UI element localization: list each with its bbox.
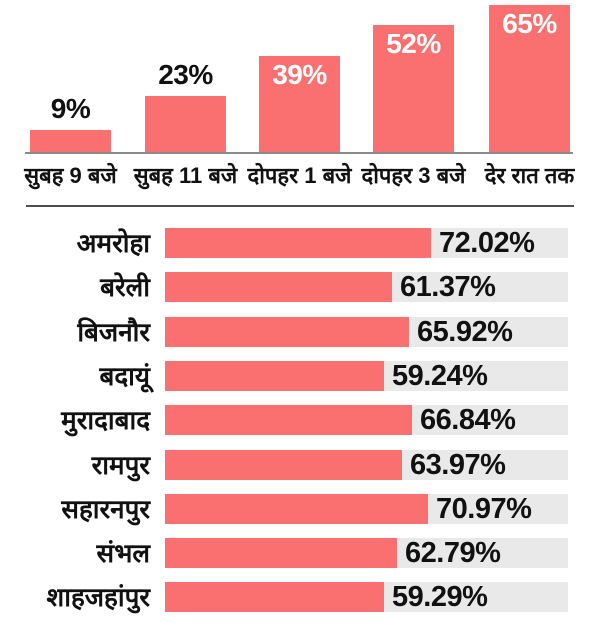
time-bar	[373, 25, 454, 152]
district-bar	[165, 361, 384, 391]
district-value-label: 59.24%	[392, 360, 488, 392]
time-bar	[489, 5, 570, 152]
time-bar	[30, 130, 111, 152]
district-label: रामपुर	[91, 450, 150, 480]
district-bar	[165, 582, 384, 612]
district-label: अमरोहा	[76, 228, 150, 258]
time-bar	[259, 56, 340, 152]
district-label: शाहजहांपुर	[46, 582, 150, 612]
district-bar	[165, 494, 428, 524]
time-axis-label: सुबह 11 बजे	[133, 163, 238, 188]
district-bar	[165, 405, 412, 435]
x-axis-line	[25, 152, 573, 154]
district-value-label: 66.84%	[420, 404, 516, 436]
district-label: बरेली	[100, 272, 150, 302]
district-bar	[165, 450, 402, 480]
district-value-label: 62.79%	[405, 537, 501, 569]
district-label: संभल	[96, 538, 150, 568]
time-bar-value-label: 9%	[50, 93, 91, 124]
district-bar	[165, 538, 397, 568]
time-axis-label: देर रात तक	[484, 163, 575, 188]
district-label: बिजनौर	[77, 317, 150, 347]
district-value-label: 61.37%	[400, 271, 496, 303]
district-value-label: 63.97%	[410, 449, 506, 481]
district-label: सहारनपुर	[61, 494, 150, 524]
time-bar-value-label: 39%	[272, 59, 327, 90]
time-bar	[145, 96, 226, 152]
section-divider	[26, 205, 574, 207]
time-bar-value-label: 52%	[386, 28, 441, 59]
time-bar-value-label: 23%	[158, 59, 213, 90]
district-bar	[165, 317, 409, 347]
time-bar-value-label: 65%	[502, 8, 557, 39]
time-axis-label: दोपहर 1 बजे	[247, 163, 352, 188]
district-label: बदायूं	[99, 361, 150, 391]
district-value-label: 59.29%	[392, 581, 488, 613]
district-label: मुरादाबाद	[61, 405, 150, 435]
time-axis-label: दोपहर 3 बजे	[361, 163, 466, 188]
district-value-label: 72.02%	[439, 227, 535, 259]
district-value-label: 65.92%	[417, 316, 513, 348]
district-bar	[165, 228, 431, 258]
time-axis-label: सुबह 9 बजे	[24, 163, 117, 188]
district-value-label: 70.97%	[436, 493, 532, 525]
district-bar	[165, 272, 392, 302]
